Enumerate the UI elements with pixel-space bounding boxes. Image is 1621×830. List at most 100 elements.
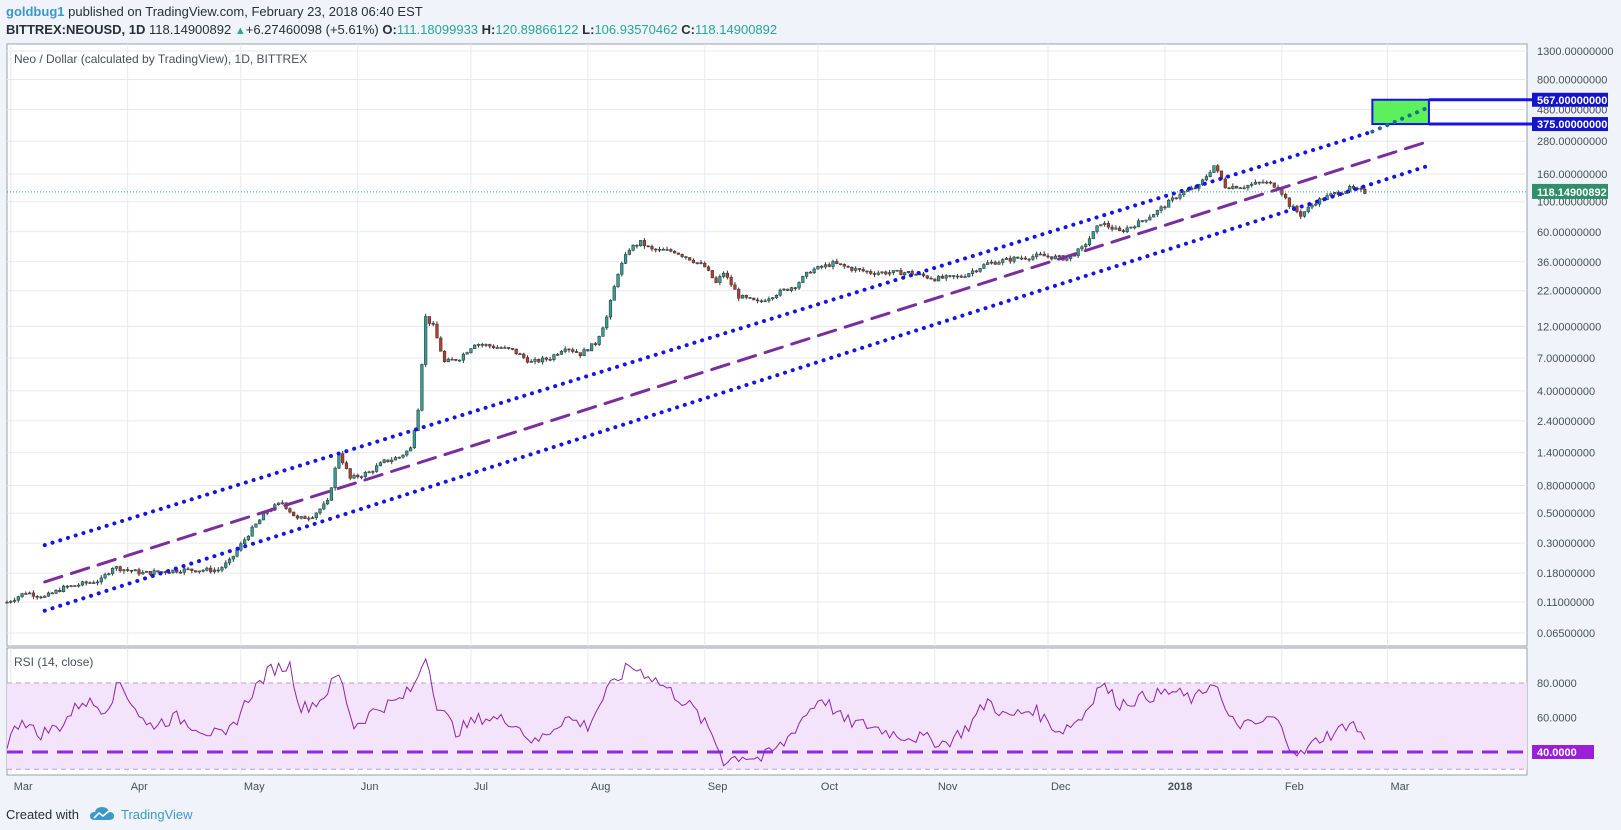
candle-body [876,272,880,275]
candle [695,262,699,265]
candle-body [608,299,613,318]
candle-body [1314,203,1318,206]
candle-body [1076,248,1080,257]
candle [733,282,737,290]
candle [1050,256,1054,261]
candle-body [1114,227,1118,230]
chart-title: Neo / Dollar (calculated by TradingView)… [14,52,308,66]
candle [805,271,809,279]
candle-body [718,276,722,283]
candle-body [224,562,228,568]
candle [722,271,726,279]
price-tick-label: 22.00000000 [1537,286,1601,298]
candle [1159,205,1163,214]
price-tick-label: 0.11000000 [1537,597,1594,609]
candle [288,507,292,514]
candle-body [1204,176,1209,181]
candle-body [186,568,190,571]
candle [929,276,933,280]
candle [1227,186,1231,190]
candle-body [937,275,941,282]
candle-body [288,508,292,513]
candle [325,498,330,506]
candle [582,347,586,357]
candle-body [880,271,884,274]
candle-body [639,240,643,247]
candle-body [69,585,73,587]
candle [126,567,130,573]
candle [1359,186,1363,193]
candle [80,580,85,587]
candle [310,516,315,520]
candle [1136,218,1141,228]
author-name[interactable]: goldbug1 [6,4,65,19]
candle [627,248,631,256]
candle-body [503,347,507,349]
candle [782,288,786,291]
last-price-tag [1532,183,1608,199]
candle-body [993,261,997,265]
candle-body [1053,255,1058,260]
price-tick-label: 60.00000000 [1537,227,1601,239]
candle [46,591,51,597]
candle [872,271,877,278]
candle [1178,192,1182,201]
candle-body [1265,181,1269,184]
candle [1016,256,1020,260]
candle [1140,220,1144,223]
time-tick-label: Jun [361,781,379,793]
price-chart[interactable]: 1300.00000000 800.00000000 480.00000000 280… [0,0,1621,800]
candle [1027,258,1031,262]
candle-body [209,567,213,573]
candle-body [254,523,258,528]
candle [442,350,447,363]
candle-body [1038,253,1043,256]
candle-body [842,264,846,267]
candle [1118,225,1122,232]
candle [1148,214,1152,221]
candle [239,541,243,552]
candle-body [1144,219,1148,222]
candle-body [623,254,628,264]
tradingview-brand[interactable]: TradingView [120,806,193,822]
candle [446,357,450,363]
candle-body [1163,206,1167,209]
rsi-band [7,683,1527,770]
candle-body [1091,231,1095,239]
candle [861,267,865,273]
candle [993,260,997,265]
channel-upper-line [42,129,1375,548]
candle [605,314,609,330]
candle-body [612,286,616,301]
candle [488,343,492,349]
candle-body [631,244,635,251]
candle-body [1159,206,1163,211]
candle [348,468,352,481]
candle-body [1016,256,1020,259]
time-tick-label: Feb [1285,781,1304,793]
candle-body [759,300,763,303]
candle [1299,209,1303,220]
candle-body [111,568,115,574]
candle-body [835,261,839,264]
candle [299,516,303,520]
candle-body [940,275,944,279]
candle-body [416,409,420,431]
candle [725,270,729,280]
candle-body [703,262,707,268]
high-label: H: [481,22,496,37]
rsi-tick-label: 60.0000 [1537,713,1577,725]
candle-body [243,539,247,545]
candle-body [665,249,669,251]
candle [1012,255,1016,264]
candle [669,248,673,253]
candle-body [1299,211,1303,217]
candle-body [16,596,20,601]
up-arrow-icon: ▲ [234,25,246,37]
candle-body [1004,257,1009,260]
candle-body [1027,258,1031,261]
candle [88,581,92,584]
candle [363,470,367,479]
candle-body [92,582,96,584]
candle-body [1136,220,1141,228]
